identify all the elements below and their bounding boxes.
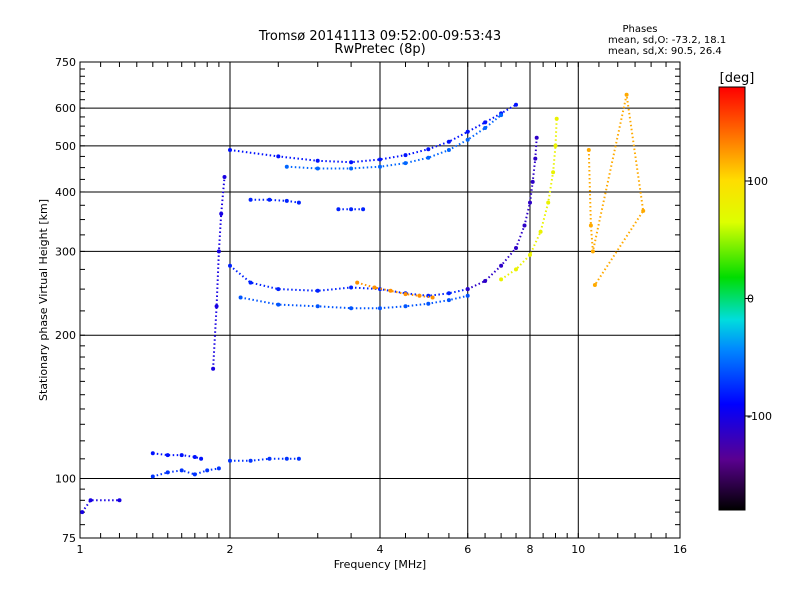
echo-point <box>267 197 272 202</box>
echo-trace-line <box>286 114 502 170</box>
echo-point <box>592 283 597 287</box>
y-tick-label: 100 <box>55 473 76 486</box>
axis-ticks <box>80 62 680 538</box>
echo-point <box>214 304 219 309</box>
x-tick-label: 4 <box>377 543 384 556</box>
echo-trace <box>211 175 227 371</box>
echo-trace-line <box>229 103 517 164</box>
y-tick-label: 400 <box>55 186 76 199</box>
y-tick-labels: 75 100 200 300 400 500 600 750 <box>55 56 76 545</box>
x-tick-label: 10 <box>571 543 585 556</box>
echo-trace <box>80 498 122 515</box>
stats-line-o: mean, sd,O: -73.2, 18.1 <box>608 35 726 46</box>
echo-point <box>117 498 122 503</box>
echo-trace <box>238 293 470 311</box>
echo-trace <box>586 92 646 287</box>
y-tick-label: 300 <box>55 245 76 258</box>
y-tick-label: 500 <box>55 140 76 153</box>
stats-line-x: mean, sd,X: 90.5, 26.4 <box>608 46 722 57</box>
echo-point <box>315 166 320 171</box>
colorbar-label: [deg] <box>720 71 755 86</box>
echo-trace-line <box>250 198 300 204</box>
x-tick-label: 1 <box>77 543 84 556</box>
x-tick-label: 6 <box>464 543 471 556</box>
echo-trace-line <box>152 467 220 478</box>
echo-trace-line <box>230 457 299 462</box>
echo-trace-line <box>81 499 120 513</box>
x-tick-label: 16 <box>673 543 687 556</box>
grid-lines <box>80 62 680 538</box>
stats-heading: Phases <box>622 24 657 35</box>
echo-trace <box>465 135 539 292</box>
colorbar-ticks: 100 0 -100 <box>745 175 772 423</box>
echo-trace <box>355 280 435 300</box>
echo-trace-line <box>467 137 538 291</box>
echo-trace <box>150 466 221 479</box>
y-tick-label: 75 <box>62 532 76 545</box>
x-tick-labels: 1 2 4 6 8 10 16 <box>77 543 688 556</box>
echo-trace-line <box>500 118 558 281</box>
x-tick-label: 2 <box>227 543 234 556</box>
colorbar-tick-label: 100 <box>747 175 768 188</box>
y-axis-label: Stationary phase Virtual Height [km] <box>37 199 50 401</box>
echo-point <box>378 157 382 162</box>
echo-trace-line <box>229 264 468 297</box>
y-tick-label: 200 <box>55 329 76 342</box>
y-tick-label: 750 <box>55 56 76 69</box>
echo-trace-line <box>240 294 468 310</box>
echo-trace <box>248 197 301 205</box>
x-axis-label: Frequency [MHz] <box>334 558 426 571</box>
echo-points <box>80 92 646 515</box>
colorbar <box>718 86 746 511</box>
chart-subtitle: RwPretec (8p) <box>334 42 425 57</box>
echo-point <box>499 113 504 118</box>
echo-trace <box>150 451 204 461</box>
x-tick-label: 8 <box>527 543 534 556</box>
echo-trace <box>228 456 301 463</box>
echo-trace-line <box>152 452 202 460</box>
echo-trace <box>499 116 559 282</box>
echo-trace <box>284 113 504 171</box>
echo-trace <box>336 207 366 212</box>
y-tick-label: 600 <box>55 102 76 115</box>
colorbar-tick-label: 0 <box>747 293 754 306</box>
colorbar-tick-label: -100 <box>747 410 772 423</box>
chart-title: Tromsø 20141113 09:52:00-09:53:43 <box>258 29 501 44</box>
